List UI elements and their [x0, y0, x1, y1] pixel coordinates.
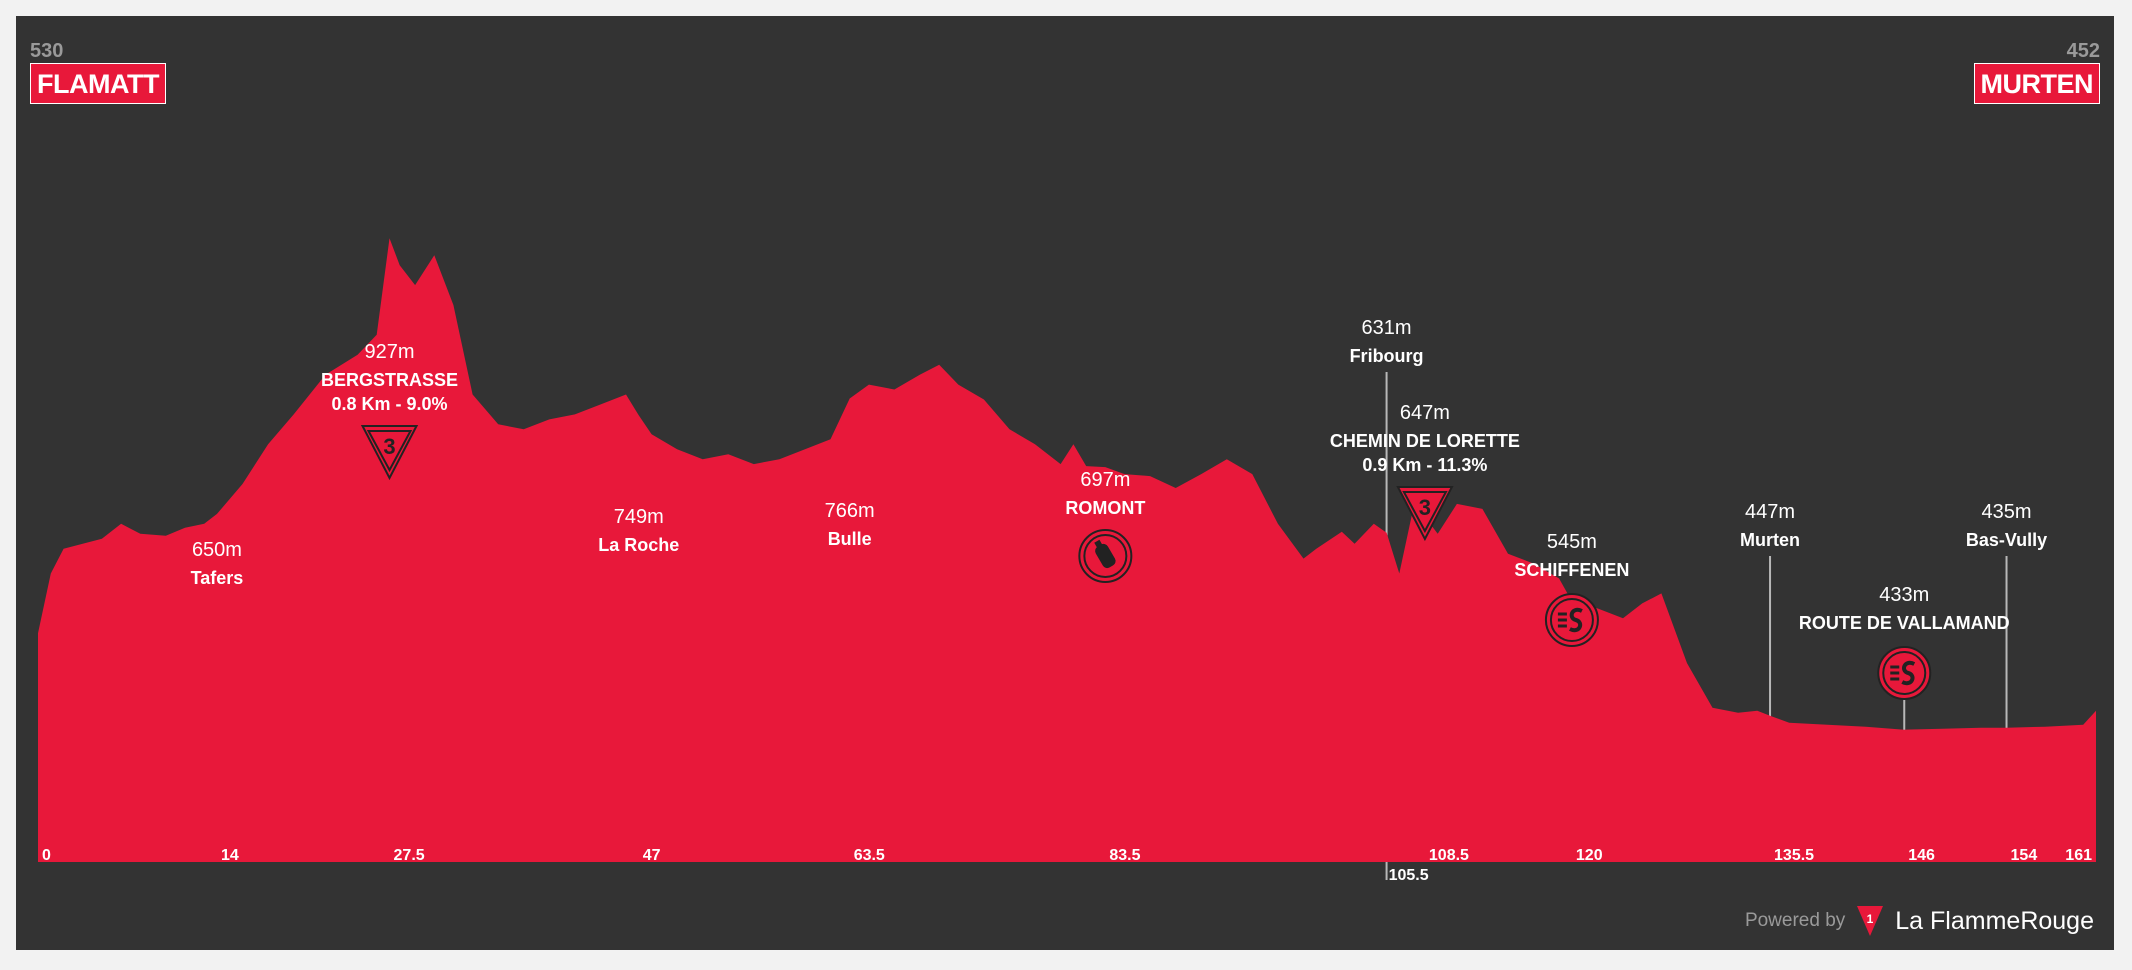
- powered-by: Powered by 1 La FlammeRouge: [1745, 904, 2094, 938]
- marker-altitude: 435m: [1982, 501, 2032, 523]
- marker-name: Murten: [1740, 530, 1800, 550]
- elevation-profile-chart: 3 3 650m Tafers 927m BERGSTRASSE 0.8 Km - 9.0…: [38, 238, 2096, 884]
- sprint-icon: [1877, 646, 1932, 700]
- climb-detail: 0.8 Km - 9.0%: [331, 394, 447, 414]
- logo-mark-text: 1: [1867, 912, 1874, 926]
- marker-altitude: 647m: [1400, 402, 1450, 424]
- marker-altitude: 447m: [1745, 501, 1795, 523]
- finish-altitude: 452: [2066, 40, 2100, 62]
- climb-category-number: 3: [1419, 495, 1431, 520]
- elevation-profile-area: [38, 238, 2096, 863]
- climb-category-icon: 3: [1396, 486, 1454, 542]
- climb-category-icon: 3: [360, 425, 419, 481]
- powered-by-label: Powered by: [1744, 910, 1846, 931]
- marker-altitude: 749m: [614, 506, 664, 528]
- x-tick-label: 105.5: [1389, 867, 1429, 884]
- x-tick-label: 14: [221, 847, 239, 864]
- sprint-icon: [1544, 593, 1599, 647]
- marker-name: ROMONT: [1065, 498, 1145, 518]
- marker-name: Fribourg: [1350, 346, 1424, 366]
- marker-name: La Roche: [598, 535, 679, 555]
- stage-profile-panel: 3 3 650m Tafers 927m BERGSTRASSE 0.8 Km - 9.0…: [16, 16, 2114, 950]
- x-tick-label: 108.5: [1429, 847, 1469, 864]
- x-tick-label: 83.5: [1109, 847, 1140, 864]
- start-town-badge: FLAMATT: [30, 63, 166, 104]
- marker-name: SCHIFFENEN: [1514, 560, 1629, 580]
- marker-name: BERGSTRASSE: [321, 370, 458, 390]
- x-tick-label: 27.5: [394, 847, 425, 864]
- marker-altitude: 650m: [192, 539, 242, 561]
- marker-name: CHEMIN DE LORETTE: [1330, 431, 1520, 451]
- marker-name: Bas-Vully: [1966, 530, 2047, 550]
- x-tick-label: 161: [2065, 847, 2092, 864]
- finish-town-badge: MURTEN: [1973, 63, 2100, 104]
- x-tick-label: 47: [643, 847, 661, 864]
- x-tick-label: 63.5: [854, 847, 885, 864]
- x-tick-label: 135.5: [1774, 847, 1814, 864]
- marker-name: Bulle: [828, 529, 872, 549]
- flamme-rouge-logo-icon: 1: [1857, 906, 1884, 936]
- marker-altitude: 766m: [825, 500, 875, 522]
- marker-name: Tafers: [191, 568, 244, 588]
- marker-altitude: 433m: [1879, 584, 1929, 606]
- x-tick-label: 0: [42, 847, 51, 864]
- marker-altitude: 545m: [1547, 531, 1597, 553]
- marker-altitude: 631m: [1362, 317, 1412, 339]
- feed-zone-bottle-icon: [1078, 529, 1133, 583]
- x-tick-label: 120: [1576, 847, 1603, 864]
- powered-by-brand: La FlammeRouge: [1895, 906, 2094, 935]
- marker-name: ROUTE DE VALLAMAND: [1799, 613, 2010, 633]
- start-box: 530 FLAMATT: [30, 40, 166, 104]
- climb-category-number: 3: [383, 434, 395, 459]
- finish-box: 452 MURTEN: [1973, 40, 2100, 104]
- start-altitude: 530: [30, 40, 64, 62]
- marker-altitude: 927m: [365, 341, 415, 363]
- x-tick-label: 146: [1908, 847, 1935, 864]
- marker-altitude: 697m: [1080, 469, 1130, 491]
- climb-detail: 0.9 Km - 11.3%: [1362, 455, 1487, 475]
- x-tick-label: 154: [2011, 847, 2038, 864]
